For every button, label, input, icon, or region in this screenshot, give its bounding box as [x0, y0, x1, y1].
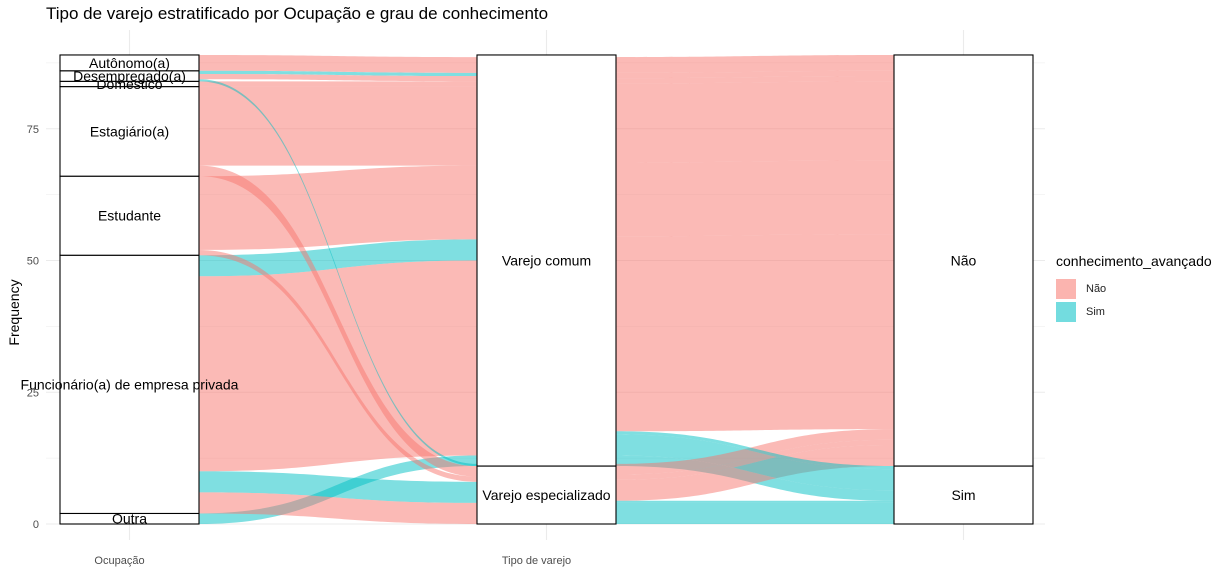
- stratum-label: Outra: [112, 511, 147, 527]
- flow-sim: [199, 239, 477, 277]
- flow-não: [616, 234, 894, 432]
- x-tick-label: Tipo de varejo: [502, 555, 571, 567]
- flow-não: [616, 439, 894, 480]
- stratum-box: [893, 54, 1034, 467]
- flow-sim: [199, 471, 477, 503]
- flow-não: [616, 54, 894, 73]
- flow-não: [616, 444, 894, 501]
- flow-sim: [199, 70, 477, 77]
- stratum-box: [59, 175, 200, 256]
- flow-não: [199, 249, 477, 482]
- flow-sim: [616, 431, 894, 470]
- stratum-box: [476, 465, 617, 525]
- legend-item-nao: Não: [1056, 277, 1212, 300]
- stratum-box: [893, 465, 1034, 525]
- flow-sim: [616, 502, 894, 524]
- legend-key-nao: [1056, 278, 1076, 299]
- stratum-label: Estudante: [98, 208, 161, 224]
- legend: conhecimento_avançado Não Sim: [1056, 253, 1212, 323]
- y-tick-label: 75: [27, 124, 39, 136]
- legend-item-sim: Sim: [1056, 300, 1212, 323]
- flows: [199, 54, 894, 524]
- flow-não: [616, 429, 894, 475]
- legend-title: conhecimento_avançado: [1056, 253, 1212, 269]
- flow-não: [199, 86, 477, 166]
- stratum: Autônomo(a): [59, 54, 200, 72]
- legend-label-nao: Não: [1086, 282, 1107, 295]
- flow-sim: [616, 500, 894, 503]
- legend-label-sim: Sim: [1086, 305, 1105, 318]
- stratum-label: Funcionário(a) de empresa privada: [21, 376, 239, 392]
- flow-não: [616, 81, 894, 163]
- x-tick-label: Ocupação: [94, 555, 144, 567]
- stratum: Varejo comum: [476, 54, 617, 467]
- stratum-box: [59, 254, 200, 515]
- strata: Outra Funcionário(a) de empresa privada Es…: [21, 54, 1034, 527]
- stratum: Estagiário(a): [59, 86, 200, 177]
- y-axis-label: Frequency: [6, 279, 22, 345]
- stratum-label: Autônomo(a): [89, 55, 170, 71]
- stratum-label: Varejo especializado: [482, 487, 610, 503]
- flow-não: [199, 73, 477, 82]
- flow-não: [616, 70, 894, 79]
- stratum: Funcionário(a) de empresa privada: [21, 254, 239, 515]
- axes: 0 25 50 75 Ocupação Tipo de varejo Frequency: [6, 124, 571, 567]
- flow-não: [199, 165, 477, 477]
- flow-não: [199, 165, 477, 250]
- flow-sim: [199, 79, 477, 467]
- stratum-label: Estagiário(a): [90, 123, 169, 139]
- flow-não: [616, 76, 894, 84]
- stratum-box: [476, 54, 617, 467]
- stratum-box: [59, 86, 200, 177]
- stratum: Não: [893, 54, 1034, 467]
- y-tick-label: 0: [33, 519, 39, 531]
- stratum: Sim: [893, 465, 1034, 525]
- stratum: Estudante: [59, 175, 200, 256]
- y-tick-label: 50: [27, 256, 39, 268]
- chart-title: Tipo de varejo estratificado por Ocupaçã…: [46, 4, 549, 23]
- stratum: Varejo especializado: [476, 465, 617, 525]
- y-tick-label: 25: [27, 387, 39, 399]
- stratum-label: Desempregado(a): [73, 68, 186, 84]
- flow-não: [199, 54, 477, 73]
- flow-não: [199, 81, 477, 87]
- stratum-label: Sim: [951, 487, 975, 503]
- stratum-label: Não: [951, 253, 977, 269]
- stratum-label: Varejo comum: [502, 253, 591, 269]
- flow-não: [199, 492, 477, 524]
- legend-key-sim: [1056, 301, 1076, 322]
- stratum-box: [59, 54, 200, 72]
- flow-não: [616, 160, 894, 237]
